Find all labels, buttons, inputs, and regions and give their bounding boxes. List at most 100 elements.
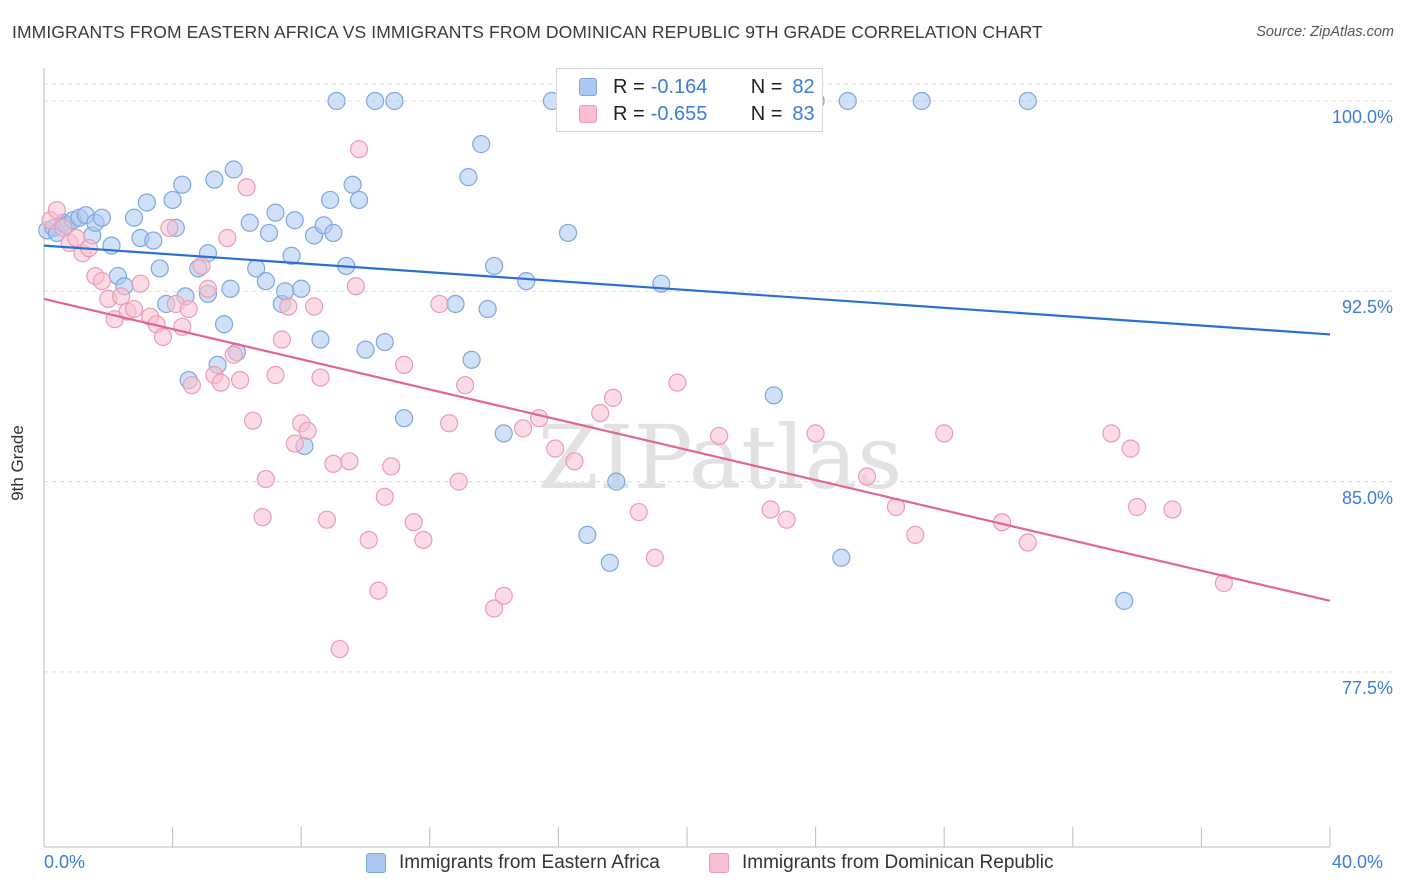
dominican-republic-point: [935, 424, 954, 443]
dominican-republic-point: [124, 299, 144, 319]
dominican-republic-point: [382, 457, 401, 476]
dominican-republic-point: [761, 500, 780, 519]
dominican-republic-point: [369, 581, 388, 600]
dominican-republic-point: [304, 297, 324, 316]
eastern-africa-point: [472, 135, 491, 154]
dominican-republic-point: [256, 469, 275, 489]
dominican-republic-point: [218, 228, 237, 248]
eastern-africa-point: [764, 386, 783, 405]
dominican-republic-point: [153, 327, 173, 347]
n-label: N =: [750, 75, 783, 98]
dominican-republic-point: [591, 403, 610, 423]
r-label: R =: [613, 102, 645, 125]
dominican-republic-point: [324, 454, 343, 473]
eastern-africa-point: [832, 548, 851, 567]
dominican-republic-point: [359, 530, 378, 550]
legend-label: Immigrants from Eastern Africa: [399, 852, 660, 873]
eastern-africa-point: [1115, 591, 1134, 610]
eastern-africa-point: [144, 231, 163, 250]
eastern-africa-point: [205, 170, 224, 189]
dominican-republic-point: [231, 371, 250, 390]
y-tick-label: 100.0%: [1331, 106, 1393, 127]
eastern-africa-point: [343, 175, 362, 194]
dominican-republic-point: [266, 365, 285, 385]
eastern-africa-point: [558, 223, 578, 243]
dominican-republic-point: [47, 200, 66, 220]
dominican-republic-point: [346, 277, 365, 296]
dominican-republic-point: [340, 452, 359, 471]
dominican-republic-point: [211, 373, 230, 392]
eastern-africa-point: [221, 279, 240, 298]
eastern-africa-point: [163, 190, 182, 210]
eastern-africa-point: [240, 213, 259, 232]
eastern-africa-trend-line: [43, 244, 1331, 336]
dominican-republic-point: [603, 388, 623, 407]
r-label: R =: [613, 75, 645, 98]
dominican-republic-point: [430, 294, 449, 314]
eastern-africa-point: [600, 553, 619, 572]
eastern-africa-point: [385, 91, 404, 111]
eastern-africa-point: [311, 330, 330, 349]
dominican-republic-point: [906, 525, 925, 544]
dominican-republic-points: [41, 140, 1234, 659]
dominican-republic-point: [198, 279, 218, 298]
dominican-republic-point: [668, 373, 687, 392]
stats-legend: R = -0.164 N = 82 R = -0.655 N = 83: [556, 68, 823, 132]
series-legend: Immigrants from Eastern Africa Immigrant…: [0, 852, 1406, 878]
dominican-republic-point: [710, 426, 729, 446]
eastern-africa-point: [1018, 91, 1037, 111]
pink-swatch-icon: [579, 105, 597, 123]
eastern-africa-point: [394, 409, 414, 428]
eastern-africa-point: [285, 211, 304, 230]
y-axis-label: 9th Grade: [8, 425, 27, 501]
eastern-africa-point: [137, 193, 156, 212]
legend-label: Immigrants from Dominican Republic: [742, 852, 1054, 873]
dominican-republic-point: [1018, 533, 1037, 552]
eastern-africa-point: [266, 203, 285, 222]
y-tick-label: 77.5%: [1341, 677, 1393, 698]
y-tick-label: 92.5%: [1341, 297, 1393, 318]
legend-row-dominican-republic: R = -0.655 N = 83: [579, 101, 815, 127]
eastern-africa-point: [324, 223, 343, 243]
x-tick-label-max: 40.0%: [1332, 852, 1384, 872]
dominican-republic-point: [1121, 439, 1140, 458]
legend-row-eastern-africa: R = -0.164 N = 82: [579, 74, 815, 100]
dominican-republic-point: [629, 502, 648, 522]
n-value: 82: [792, 75, 815, 98]
dominican-republic-point: [546, 439, 565, 458]
eastern-africa-point: [459, 168, 478, 187]
dominican-republic-point: [857, 467, 877, 486]
dominican-republic-trend-line: [43, 297, 1331, 602]
dominican-republic-point: [1127, 497, 1147, 517]
dominican-republic-point: [253, 508, 272, 527]
dominican-republic-point: [414, 530, 433, 550]
dominican-republic-point: [54, 218, 73, 237]
dominican-republic-point: [311, 368, 330, 387]
y-tick-label: 85.0%: [1341, 487, 1393, 508]
dominican-republic-point: [182, 376, 201, 395]
dominican-republic-point: [279, 297, 298, 316]
dominican-republic-point: [449, 472, 468, 491]
dominican-republic-point: [192, 256, 211, 276]
eastern-africa-point: [327, 91, 346, 111]
r-value: -0.655: [650, 102, 708, 125]
eastern-africa-point: [173, 175, 192, 194]
eastern-africa-point: [838, 91, 857, 111]
legend-item-dominican-republic: Immigrants from Dominican Republic: [709, 852, 1054, 874]
eastern-africa-point: [446, 294, 465, 314]
dominican-republic-point: [243, 411, 263, 430]
eastern-africa-point: [282, 246, 301, 265]
eastern-africa-point: [356, 340, 375, 359]
dominican-republic-point: [160, 218, 179, 237]
eastern-africa-point: [478, 299, 497, 319]
dominican-republic-point: [67, 228, 86, 248]
trend-lines: [43, 244, 1331, 602]
dominican-republic-point: [1102, 424, 1121, 443]
r-value: -0.164: [650, 75, 708, 98]
n-value: 83: [792, 102, 815, 125]
dominican-republic-point: [298, 421, 317, 440]
x-tick-label-min: 0.0%: [44, 852, 86, 872]
dominican-republic-point: [272, 330, 292, 349]
dominican-republic-point: [439, 414, 459, 433]
